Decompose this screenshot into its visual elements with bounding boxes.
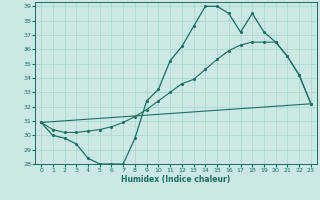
X-axis label: Humidex (Indice chaleur): Humidex (Indice chaleur) [121,175,231,184]
